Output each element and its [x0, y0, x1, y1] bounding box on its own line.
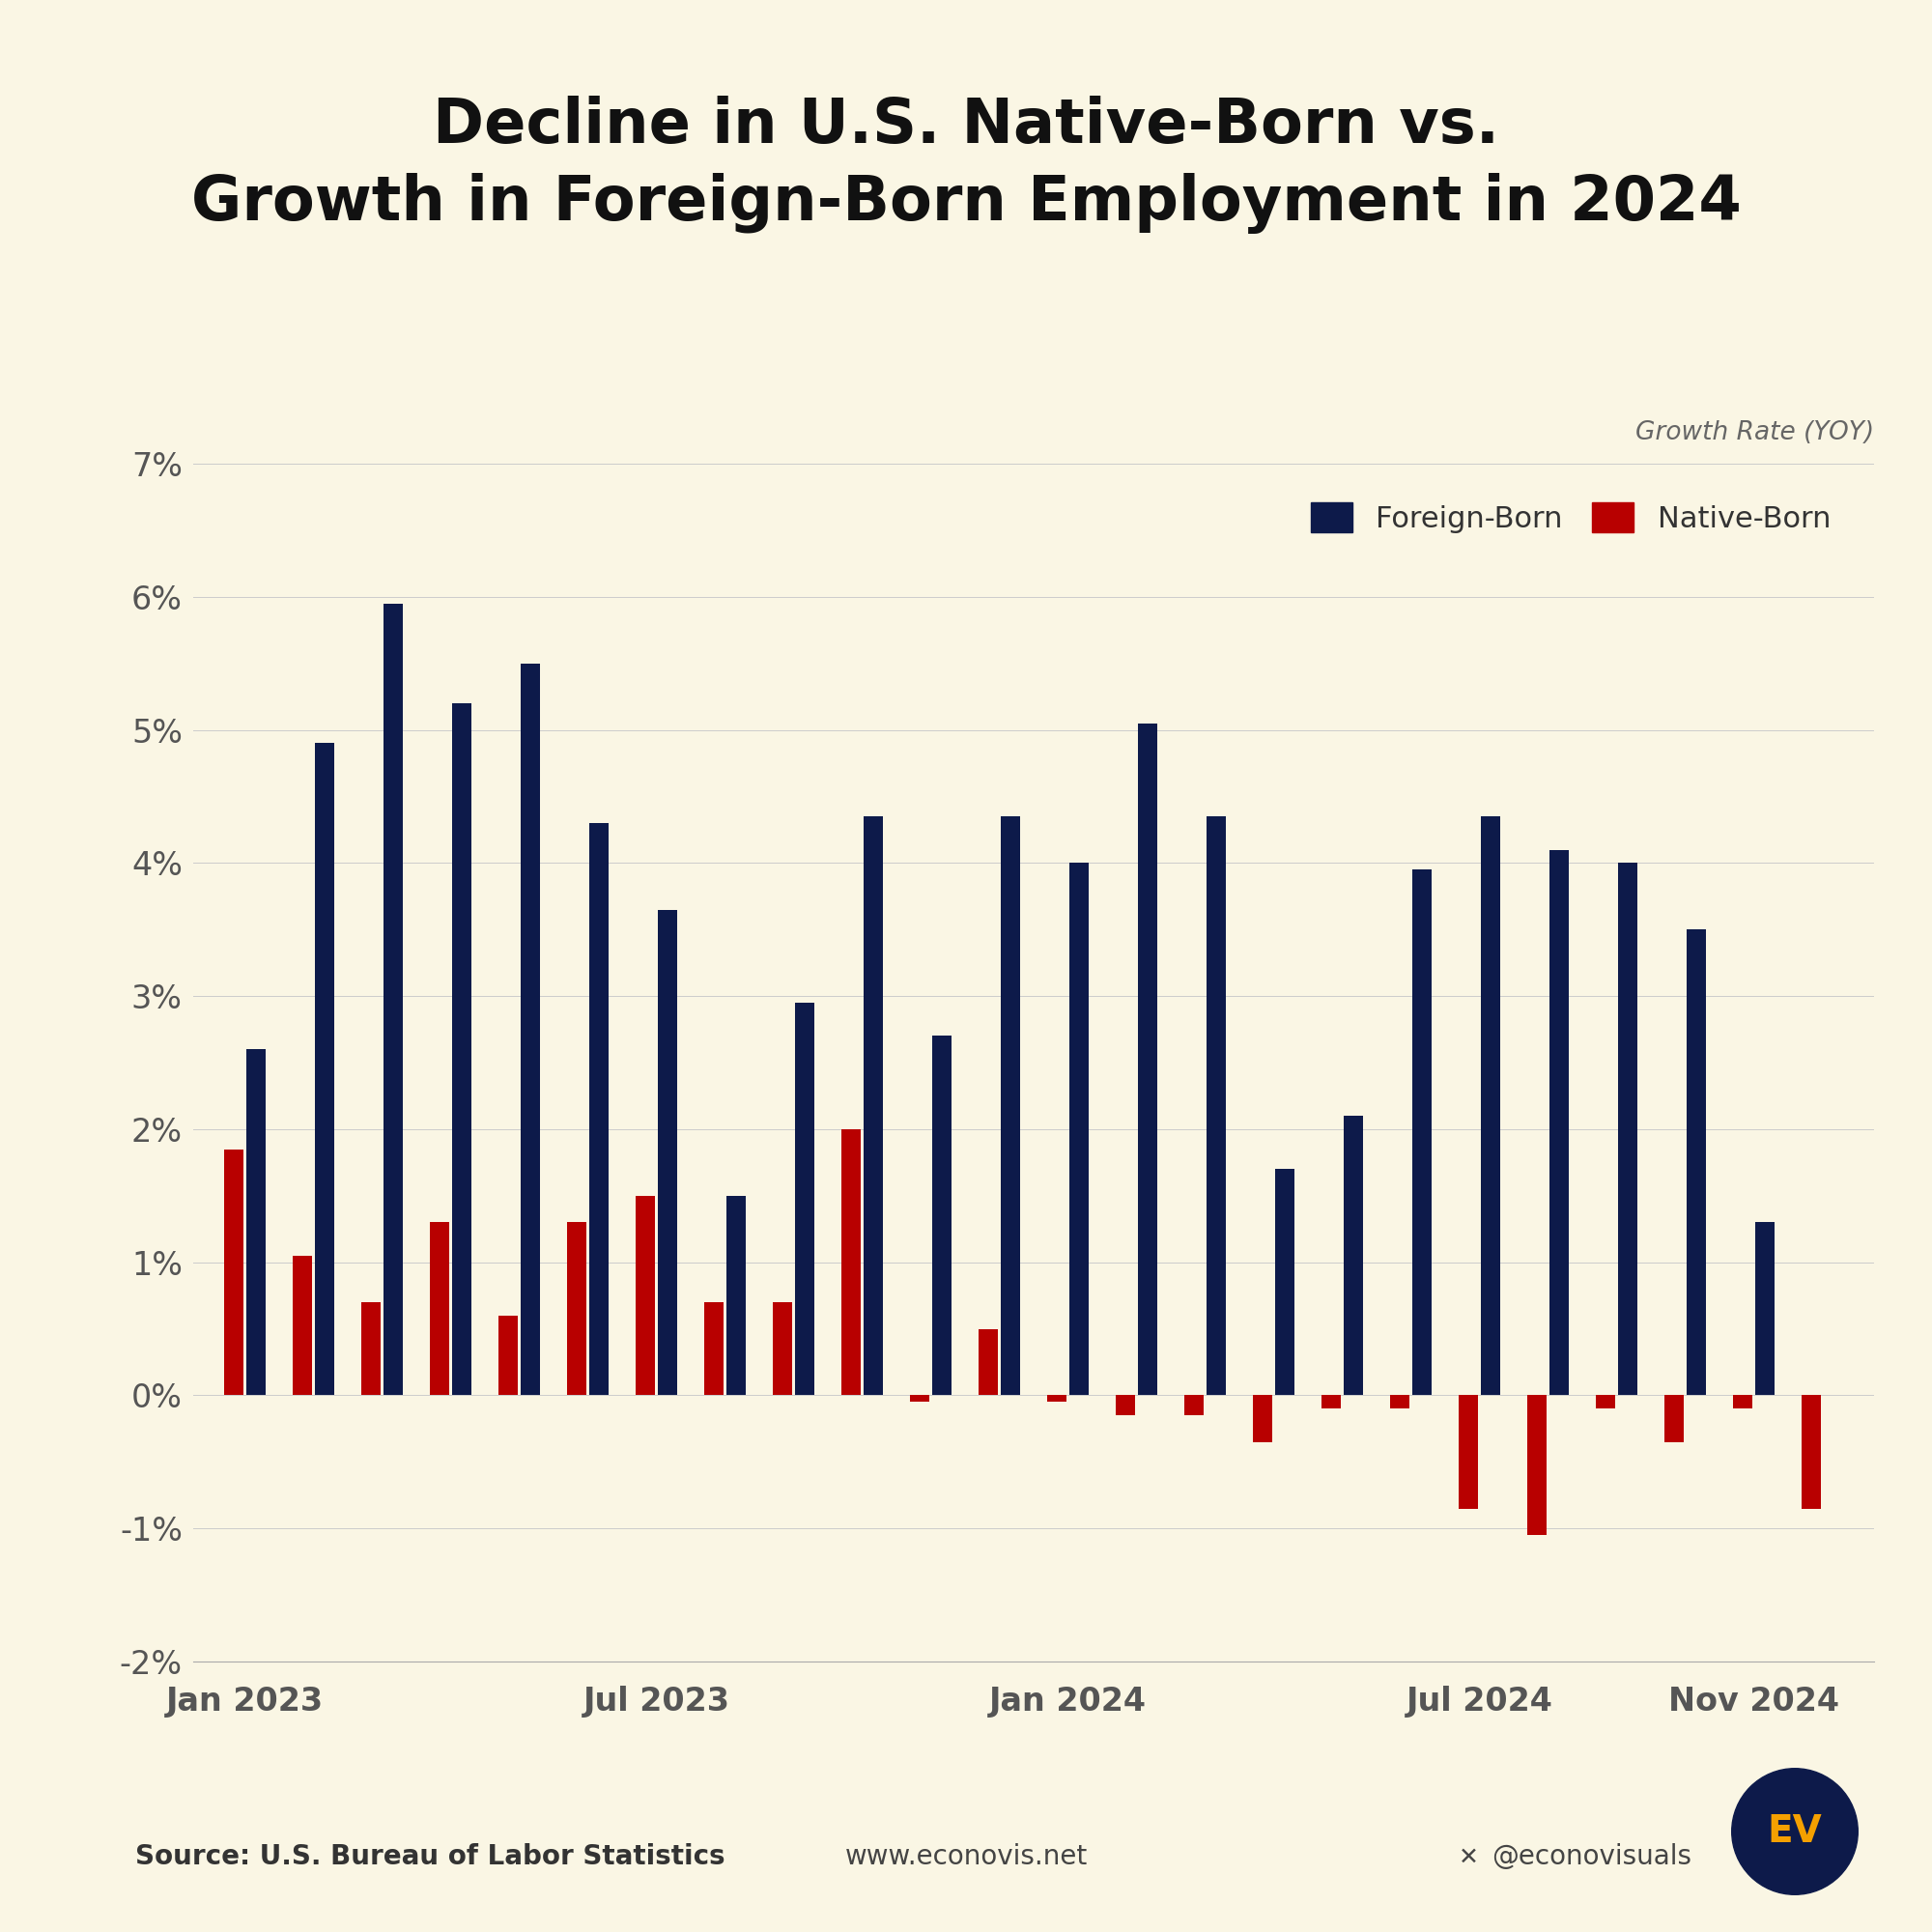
- Text: Source: U.S. Bureau of Labor Statistics: Source: U.S. Bureau of Labor Statistics: [135, 1843, 724, 1870]
- Bar: [1459, 1395, 1478, 1509]
- Bar: [1047, 1395, 1066, 1403]
- Bar: [1275, 1169, 1294, 1395]
- Bar: [245, 1049, 265, 1395]
- Bar: [636, 1196, 655, 1395]
- Text: Decline in U.S. Native-Born vs.: Decline in U.S. Native-Born vs.: [433, 95, 1499, 156]
- Bar: [431, 1223, 448, 1395]
- Bar: [931, 1036, 951, 1395]
- Bar: [1206, 817, 1225, 1395]
- Bar: [1596, 1395, 1615, 1408]
- Bar: [842, 1128, 862, 1395]
- Bar: [315, 744, 334, 1395]
- Bar: [568, 1223, 585, 1395]
- Bar: [773, 1302, 792, 1395]
- Text: @econovisuals: @econovisuals: [1492, 1843, 1692, 1870]
- Text: ✕: ✕: [1459, 1847, 1480, 1870]
- Bar: [1733, 1395, 1752, 1408]
- Bar: [498, 1316, 518, 1395]
- Bar: [794, 1003, 813, 1395]
- Bar: [1687, 929, 1706, 1395]
- Bar: [1549, 850, 1569, 1395]
- Bar: [1184, 1395, 1204, 1416]
- Bar: [452, 703, 471, 1395]
- Bar: [910, 1395, 929, 1403]
- Bar: [980, 1329, 999, 1395]
- Bar: [1528, 1395, 1548, 1536]
- Bar: [1391, 1395, 1410, 1408]
- Bar: [705, 1302, 723, 1395]
- Bar: [1412, 869, 1432, 1395]
- Legend: Foreign-Born, Native-Born: Foreign-Born, Native-Born: [1298, 491, 1843, 545]
- Bar: [1321, 1395, 1341, 1408]
- Text: EV: EV: [1768, 1812, 1822, 1851]
- Bar: [1665, 1395, 1685, 1441]
- Bar: [520, 663, 539, 1395]
- Bar: [1756, 1223, 1776, 1395]
- Bar: [1001, 817, 1020, 1395]
- Bar: [383, 603, 402, 1395]
- Bar: [1619, 864, 1636, 1395]
- Text: Growth in Foreign-Born Employment in 2024: Growth in Foreign-Born Employment in 202…: [191, 172, 1741, 234]
- Bar: [1482, 817, 1499, 1395]
- Text: Growth Rate (YOY): Growth Rate (YOY): [1634, 421, 1874, 446]
- Bar: [224, 1150, 243, 1395]
- Bar: [1803, 1395, 1822, 1509]
- Bar: [864, 817, 883, 1395]
- Bar: [726, 1196, 746, 1395]
- Text: www.econovis.net: www.econovis.net: [844, 1843, 1088, 1870]
- Bar: [657, 910, 676, 1395]
- Bar: [1254, 1395, 1273, 1441]
- Bar: [1068, 864, 1088, 1395]
- Bar: [292, 1256, 311, 1395]
- Bar: [1138, 723, 1157, 1395]
- Circle shape: [1731, 1768, 1859, 1895]
- Bar: [1117, 1395, 1136, 1416]
- Bar: [589, 823, 609, 1395]
- Bar: [361, 1302, 381, 1395]
- Bar: [1345, 1117, 1362, 1395]
